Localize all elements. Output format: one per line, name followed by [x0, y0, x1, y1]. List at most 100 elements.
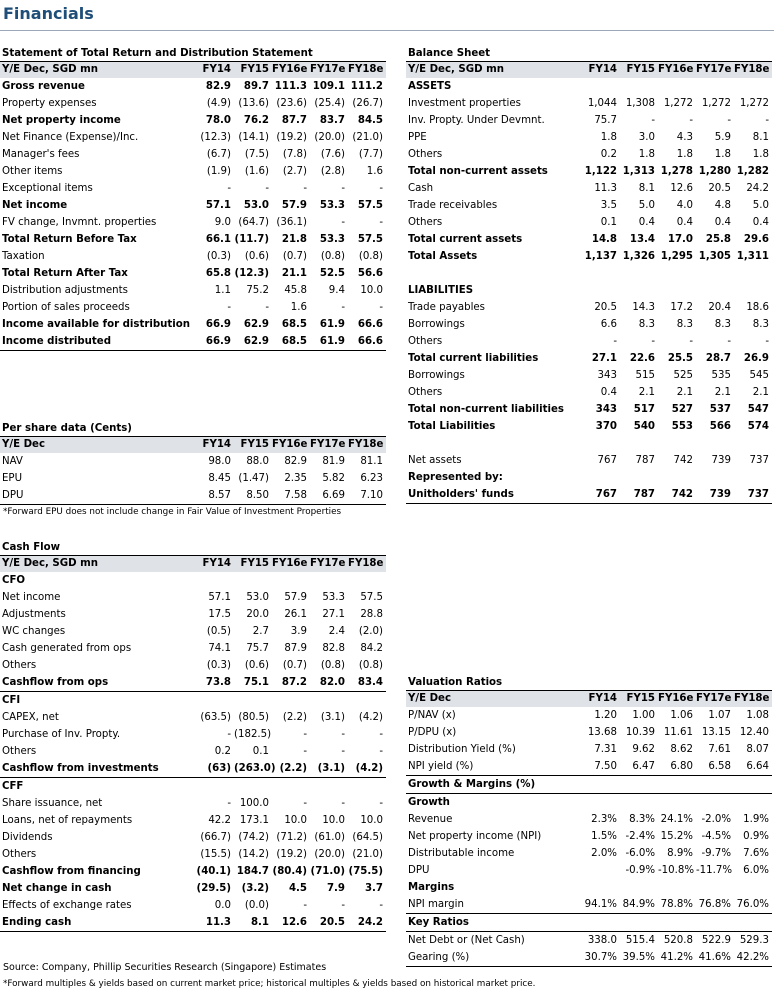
- row-value: 1.6: [366, 166, 383, 177]
- row-value: [658, 265, 696, 282]
- row-value: 1.00: [632, 710, 655, 721]
- row-label: P/NAV (x): [408, 710, 456, 721]
- row-value: 5.0: [752, 200, 769, 211]
- row-value: -: [765, 336, 769, 347]
- header-year: FY17e: [310, 558, 346, 569]
- header-year: FY17e: [310, 439, 346, 450]
- row-value: 26.9: [743, 353, 769, 364]
- row-value: 8.3: [752, 319, 769, 330]
- table-row-cash-generated-from-ops: Cash generated from ops 74.1 75.7 87.9 82.8 8…: [0, 640, 386, 657]
- row-value: (2.2): [279, 763, 307, 774]
- row-value: 57.5: [360, 592, 383, 603]
- row-value: 2.0%: [591, 848, 617, 859]
- row-value: 0.4: [752, 217, 769, 228]
- row-value: (12.3): [234, 268, 269, 279]
- row-value: 78.8%: [660, 899, 693, 910]
- table-row-distribution-adjustments: Distribution adjustments 1.1 75.2 45.8 9.4 10…: [0, 282, 386, 299]
- table-row-epu: EPU 8.45 (1.47) 2.35 5.82 6.23: [0, 470, 386, 487]
- row-value: 540: [633, 421, 655, 432]
- table-row-cashflow-from-investments: Cashflow from investments (63) (263.0) (2.2…: [0, 760, 386, 778]
- table-row-net-property-income: Net property income 78.0 76.2 87.7 83.7 84.5: [0, 112, 386, 129]
- row-value: [696, 776, 734, 793]
- row-label: Inv. Propty. Under Devmnt.: [408, 115, 545, 126]
- row-value: 84.5: [357, 115, 383, 126]
- table-row-dpu: DPU -0.9% -10.8% -11.7% 6.0%: [406, 862, 772, 879]
- row-value: 109.1: [312, 81, 345, 92]
- row-label: Margins: [408, 882, 455, 893]
- row-value: 742: [673, 455, 693, 466]
- row-value: 8.57: [208, 490, 231, 501]
- row-value: -: [303, 798, 307, 809]
- row-value: 57.1: [205, 200, 231, 211]
- row-value: 9.0: [214, 217, 231, 228]
- row-value: 65.8: [205, 268, 231, 279]
- row-value: 68.5: [281, 319, 307, 330]
- row-value: 41.6%: [698, 952, 731, 963]
- row-value: [658, 776, 696, 793]
- table-row-distribution-yield: Distribution Yield (%) 7.31 9.62 8.62 7.61 8.…: [406, 741, 772, 758]
- row-value: (12.3): [200, 132, 231, 143]
- row-value: [696, 265, 734, 282]
- row-value: 24.2: [357, 917, 383, 928]
- row-value: 82.9: [205, 81, 231, 92]
- row-value: 100.0: [239, 798, 269, 809]
- row-value: 1.1: [214, 285, 231, 296]
- row-value: (80.5): [238, 712, 269, 723]
- row-value: 2.35: [284, 473, 307, 484]
- header-year: FY16e: [658, 693, 694, 704]
- row-value: 3.5: [600, 200, 617, 211]
- row-value: 9.62: [632, 744, 655, 755]
- header-year: FY15: [240, 439, 269, 450]
- row-value: 66.1: [205, 234, 231, 245]
- row-value: 42.2%: [736, 952, 769, 963]
- row-value: 0.1: [252, 746, 269, 757]
- row-value: (4.2): [355, 763, 383, 774]
- row-value: 1,305: [698, 251, 731, 262]
- row-value: 6.6: [600, 319, 617, 330]
- row-value: 20.4: [708, 302, 731, 313]
- row-value: [582, 862, 620, 879]
- row-value: 520.8: [663, 935, 693, 946]
- row-value: 53.3: [319, 200, 345, 211]
- row-label: [406, 265, 582, 282]
- row-label: Total non-current assets: [408, 166, 548, 177]
- row-value: 3.0: [638, 132, 655, 143]
- row-value: 8.3: [714, 319, 731, 330]
- row-value: 1,311: [736, 251, 769, 262]
- row-value: 545: [749, 370, 769, 381]
- row-value: 66.6: [357, 336, 383, 347]
- row-value: 5.0: [638, 200, 655, 211]
- table-row-net-property-income-npi: Net property income (NPI) 1.5% -2.4% 15.2% -…: [406, 828, 772, 845]
- table-row-blank: [406, 435, 772, 452]
- row-value: [734, 78, 772, 95]
- table-header: Y/E Dec FY14 FY15 FY16e FY17e FY18e: [0, 437, 386, 453]
- row-value: (1.6): [244, 166, 269, 177]
- header-year: FY18e: [348, 64, 384, 75]
- table-row-others: Others 0.2 1.8 1.8 1.8 1.8: [406, 146, 772, 163]
- row-value: 52.5: [319, 268, 345, 279]
- title-divider: [0, 30, 774, 31]
- row-value: 57.1: [208, 592, 231, 603]
- row-value: -: [227, 302, 231, 313]
- row-value: 2.7: [252, 626, 269, 637]
- row-value: [234, 692, 272, 709]
- table-row-inv-propty-under-devmnt: Inv. Propty. Under Devmnt. 75.7 - - - -: [406, 112, 772, 129]
- row-value: -: [727, 336, 731, 347]
- row-value: [734, 776, 772, 793]
- row-value: 173.1: [239, 815, 269, 826]
- row-value: 1,282: [736, 166, 769, 177]
- row-value: 1.9%: [743, 814, 769, 825]
- row-value: [582, 879, 620, 896]
- row-value: 75.2: [246, 285, 269, 296]
- row-value: -: [341, 217, 345, 228]
- row-value: (0.8): [358, 660, 383, 671]
- row-value: 525: [673, 370, 693, 381]
- row-value: 20.5: [594, 302, 617, 313]
- row-label: NAV: [2, 456, 23, 467]
- row-value: 7.61: [708, 744, 731, 755]
- row-value: (2.2): [282, 712, 307, 723]
- row-value: (4.9): [206, 98, 231, 109]
- row-value: 83.7: [319, 115, 345, 126]
- row-value: 12.40: [739, 727, 769, 738]
- row-value: -: [689, 336, 693, 347]
